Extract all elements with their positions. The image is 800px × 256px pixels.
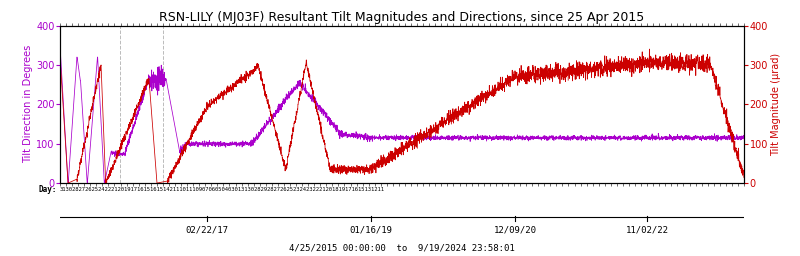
Y-axis label: Tilt Direction in Degrees: Tilt Direction in Degrees xyxy=(23,45,33,163)
Text: 02/22/17: 02/22/17 xyxy=(186,226,229,235)
Text: 31302827262524222120191716151615142111011109070605040301313028292827262523242322: 3130282726252422212019171615161514211101… xyxy=(60,187,385,192)
Text: 12/09/20: 12/09/20 xyxy=(494,226,536,235)
Text: 11/02/22: 11/02/22 xyxy=(626,226,668,235)
Title: RSN-LILY (MJ03F) Resultant Tilt Magnitudes and Directions, since 25 Apr 2015: RSN-LILY (MJ03F) Resultant Tilt Magnitud… xyxy=(159,12,645,24)
Y-axis label: Tilt Magnitude (μrad): Tilt Magnitude (μrad) xyxy=(771,53,781,156)
Text: 01/16/19: 01/16/19 xyxy=(350,226,393,235)
Text: Day:: Day: xyxy=(38,185,57,194)
Text: 4/25/2015 00:00:00  to  9/19/2024 23:58:01: 4/25/2015 00:00:00 to 9/19/2024 23:58:01 xyxy=(289,243,515,252)
